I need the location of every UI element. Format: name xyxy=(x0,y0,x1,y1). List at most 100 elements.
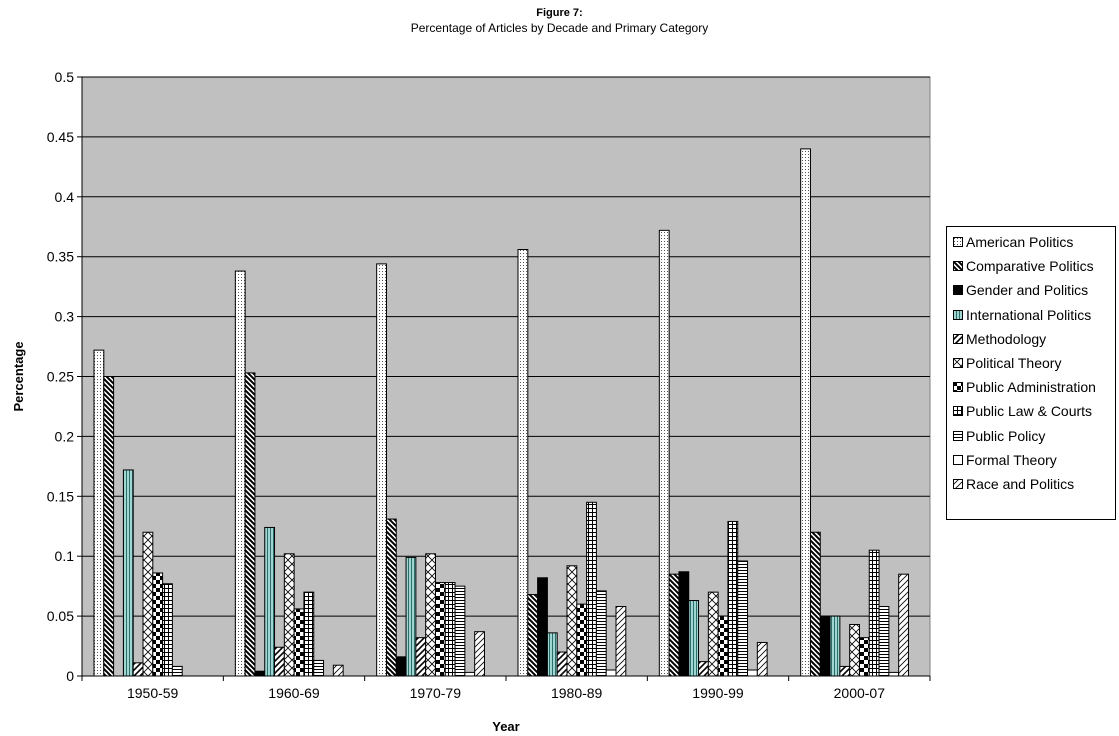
bar-comparative-politics-2000-07 xyxy=(809,531,821,677)
legend-swatch xyxy=(953,333,963,344)
y-tick-label: 0.05 xyxy=(47,608,74,624)
legend-label: Public Policy xyxy=(966,427,1046,444)
legend-swatch xyxy=(953,382,963,393)
bar-public-policy-1970-79 xyxy=(454,585,466,677)
legend-item-public-policy: Public Policy xyxy=(953,425,1045,447)
bar-race-and-politics-1980-89 xyxy=(615,606,627,677)
bar-race-and-politics-1970-79 xyxy=(474,631,485,677)
bar-public-administration-2000-07 xyxy=(858,637,870,677)
bar-methodology-1990-99 xyxy=(698,661,709,677)
bar-american-politics-2000-07 xyxy=(800,148,811,677)
y-tick-label: 0.45 xyxy=(47,129,74,145)
bar-gender-and-politics-1990-99 xyxy=(678,571,690,677)
legend-label: Methodology xyxy=(966,330,1047,347)
bar-public-administration-1950-59 xyxy=(152,572,164,677)
bar-formal-theory-1980-89 xyxy=(605,669,617,677)
bar-public-administration-1970-79 xyxy=(434,582,446,677)
legend-item-public-law-courts: Public Law & Courts xyxy=(953,400,1092,422)
x-axis-title: Year xyxy=(492,719,519,734)
bar-international-politics-1970-79 xyxy=(405,556,417,677)
legend-label: American Politics xyxy=(966,234,1074,250)
legend-swatch xyxy=(953,285,963,296)
y-tick-label: 0 xyxy=(66,668,74,684)
bar-political-theory-1980-89 xyxy=(566,565,578,677)
legend-swatch xyxy=(953,406,963,417)
bar-comparative-politics-1980-89 xyxy=(527,594,539,677)
bar-comparative-politics-1970-79 xyxy=(385,518,397,677)
bar-political-theory-1950-59 xyxy=(142,531,154,677)
bar-public-administration-1960-69 xyxy=(293,608,305,677)
legend-item-public-administration: Public Administration xyxy=(953,376,1096,398)
legend-label: Gender and Politics xyxy=(966,282,1089,299)
legend-label: Public Law & Courts xyxy=(966,403,1093,420)
chart-subtitle: Percentage of Articles by Decade and Pri… xyxy=(410,21,709,35)
bar-american-politics-1960-69 xyxy=(234,270,246,677)
bar-public-law-courts-1970-79 xyxy=(444,582,456,677)
bar-gender-and-politics-2000-07 xyxy=(819,615,831,677)
bar-race-and-politics-2000-07 xyxy=(898,573,909,677)
y-tick-label: 0.15 xyxy=(47,488,74,504)
legend-swatch xyxy=(953,430,963,441)
y-axis-title: Percentage xyxy=(11,341,26,411)
legend-item-political-theory: Political Theory xyxy=(953,352,1061,374)
bar-comparative-politics-1960-69 xyxy=(244,372,256,677)
legend-item-comparative-politics: Comparative Politics xyxy=(953,255,1094,277)
legend-swatch xyxy=(953,237,963,247)
legend-swatch xyxy=(953,479,963,489)
bar-public-policy-2000-07 xyxy=(878,606,890,677)
bar-american-politics-1980-89 xyxy=(517,249,529,677)
bar-public-policy-1990-99 xyxy=(737,560,749,677)
chart-legend: American Politics Comparative Politics Gen… xyxy=(946,226,1116,520)
y-tick-label: 0.3 xyxy=(55,309,75,325)
x-tick-label: 1950-59 xyxy=(127,685,179,701)
y-tick-label: 0.25 xyxy=(47,369,74,385)
legend-item-gender-and-politics: Gender and Politics xyxy=(953,279,1088,301)
bar-american-politics-1990-99 xyxy=(658,229,670,677)
y-tick-label: 0.4 xyxy=(55,189,75,205)
bar-political-theory-1970-79 xyxy=(425,553,436,677)
legend-item-methodology: Methodology xyxy=(953,328,1046,350)
bar-public-policy-1980-89 xyxy=(595,590,607,677)
x-tick-label: 1990-99 xyxy=(692,685,744,701)
bar-methodology-2000-07 xyxy=(839,665,851,677)
bar-methodology-1960-69 xyxy=(274,646,285,677)
y-tick-label: 0.1 xyxy=(55,548,75,564)
bar-public-law-courts-1950-59 xyxy=(162,583,173,677)
bar-comparative-politics-1950-59 xyxy=(103,376,115,677)
bar-public-policy-1950-59 xyxy=(171,665,183,677)
legend-swatch xyxy=(953,309,963,320)
bar-race-and-politics-1990-99 xyxy=(756,641,768,677)
bar-methodology-1950-59 xyxy=(132,662,144,677)
bar-american-politics-1970-79 xyxy=(376,263,387,677)
y-tick-label: 0.35 xyxy=(47,249,74,265)
bar-formal-theory-2000-07 xyxy=(888,671,900,677)
legend-label: Race and Politics xyxy=(966,476,1075,492)
x-tick-label: 1980-89 xyxy=(551,685,603,701)
y-tick-label: 0.2 xyxy=(55,428,75,444)
bar-methodology-1980-89 xyxy=(556,651,568,677)
chart-title: Figure 7: xyxy=(536,7,583,19)
legend-swatch xyxy=(953,261,963,272)
bar-political-theory-1960-69 xyxy=(283,553,295,677)
bar-gender-and-politics-1980-89 xyxy=(537,577,548,677)
bar-political-theory-1990-99 xyxy=(707,591,719,677)
bar-international-politics-2000-07 xyxy=(829,615,841,677)
bar-gender-and-politics-1960-69 xyxy=(254,670,266,677)
bar-gender-and-politics-1970-79 xyxy=(395,656,407,677)
legend-item-race-and-politics: Race and Politics xyxy=(953,473,1074,495)
bar-formal-theory-1990-99 xyxy=(747,669,758,677)
bar-public-law-courts-1990-99 xyxy=(727,520,739,677)
y-tick-label: 0.5 xyxy=(55,69,75,85)
legend-label: Public Administration xyxy=(966,379,1096,396)
bar-public-law-courts-1960-69 xyxy=(303,591,315,677)
bar-public-policy-1960-69 xyxy=(313,659,325,677)
x-tick-label: 2000-07 xyxy=(834,685,886,701)
bar-international-politics-1990-99 xyxy=(688,600,700,677)
bar-international-politics-1950-59 xyxy=(122,469,134,677)
bar-international-politics-1960-69 xyxy=(264,526,276,677)
legend-label: Political Theory xyxy=(966,355,1062,371)
bar-public-law-courts-1980-89 xyxy=(586,501,597,677)
legend-item-formal-theory: Formal Theory xyxy=(953,449,1057,471)
legend-swatch xyxy=(953,358,963,368)
